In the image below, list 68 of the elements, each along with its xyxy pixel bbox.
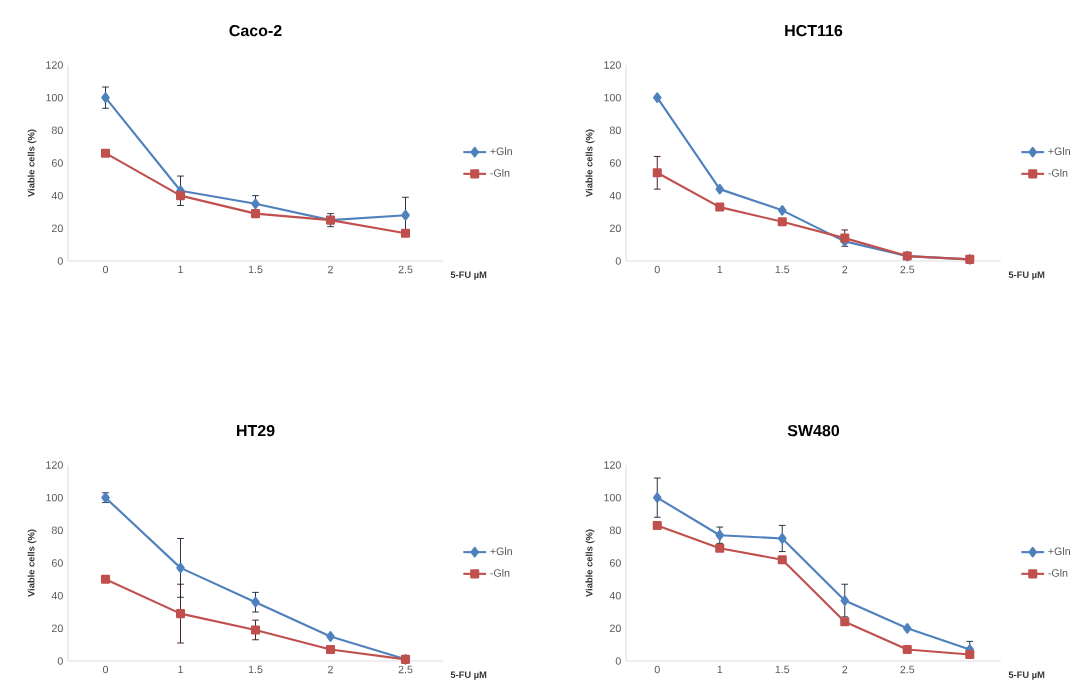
chart-title: SW480 <box>787 424 840 437</box>
y-tick-label: 0 <box>57 657 63 665</box>
x-tick-label: 2.5 <box>398 665 413 674</box>
y-tick-label: 20 <box>51 224 63 233</box>
y-tick-label: 20 <box>51 624 63 633</box>
y-tick-label: 80 <box>609 126 621 135</box>
y-tick-label: 120 <box>604 61 621 69</box>
x-tick-label: 2.5 <box>900 665 915 674</box>
x-tick-label: 1 <box>717 265 723 274</box>
x-axis-title: 5-FU µM <box>450 671 487 680</box>
x-tick-label: 2.5 <box>900 265 915 274</box>
y-tick-label: 120 <box>604 461 621 469</box>
x-tick-label: 1 <box>178 665 183 674</box>
y-tick-label: 40 <box>609 591 621 600</box>
y-tick-label: 40 <box>51 191 63 200</box>
x-tick-label: 1.5 <box>775 665 790 674</box>
y-tick-label: 80 <box>51 526 63 535</box>
x-tick-label: 2.5 <box>398 265 413 274</box>
legend-label: -Gln <box>1048 568 1068 577</box>
x-axis-title: 5-FU µM <box>1008 671 1045 680</box>
y-axis-title: Viable cells (%) <box>585 529 595 597</box>
x-tick-label: 0 <box>654 665 660 674</box>
x-tick-label: 0 <box>102 665 109 674</box>
y-tick-label: 40 <box>51 591 63 600</box>
y-tick-label: 0 <box>615 657 621 665</box>
y-tick-label: 100 <box>604 493 621 502</box>
y-tick-label: 40 <box>609 191 621 200</box>
y-tick-label: 60 <box>51 159 63 167</box>
x-tick-label: 2 <box>842 265 848 274</box>
y-tick-label: 100 <box>604 93 621 102</box>
legend-label: -Gln <box>490 168 510 177</box>
legend-label: +Gln <box>490 547 512 556</box>
y-tick-label: 60 <box>609 159 621 167</box>
x-tick-label: 2 <box>328 665 333 674</box>
x-tick-label: 1.5 <box>248 265 263 274</box>
y-tick-label: 20 <box>609 624 621 633</box>
x-tick-label: 2 <box>328 265 333 274</box>
legend-label: +Gln <box>1048 547 1070 556</box>
legend-label: -Gln <box>1048 168 1068 177</box>
legend-label: +Gln <box>1048 147 1070 156</box>
x-axis-title: 5-FU µM <box>1008 271 1045 280</box>
x-tick-label: 0 <box>654 265 660 274</box>
y-tick-label: 0 <box>57 257 63 265</box>
x-axis-title: 5-FU µM <box>450 271 487 280</box>
y-axis-title: Viable cells (%) <box>27 129 37 197</box>
y-tick-label: 60 <box>51 559 63 567</box>
chart-title: HCT116 <box>785 24 843 37</box>
y-tick-label: 80 <box>609 526 621 535</box>
x-tick-label: 2 <box>842 665 848 674</box>
y-axis-title: Viable cells (%) <box>585 129 595 197</box>
x-tick-label: 1 <box>717 665 723 674</box>
x-tick-label: 1.5 <box>775 265 790 274</box>
chart-title: Caco-2 <box>229 24 282 37</box>
y-tick-label: 100 <box>46 493 63 502</box>
legend-label: -Gln <box>490 568 510 577</box>
y-tick-label: 80 <box>51 126 63 135</box>
y-axis-title: Viable cells (%) <box>27 529 37 597</box>
legend-label: +Gln <box>490 147 512 156</box>
x-tick-label: 1 <box>178 265 183 274</box>
chart-title: HT29 <box>237 424 275 437</box>
y-tick-label: 60 <box>609 559 621 567</box>
y-tick-label: 120 <box>46 61 63 69</box>
y-tick-label: 100 <box>46 93 63 102</box>
x-tick-label: 1.5 <box>248 665 263 674</box>
y-tick-label: 20 <box>609 224 621 233</box>
y-tick-label: 120 <box>46 461 63 469</box>
y-tick-label: 0 <box>615 257 621 265</box>
x-tick-label: 0 <box>102 265 109 274</box>
